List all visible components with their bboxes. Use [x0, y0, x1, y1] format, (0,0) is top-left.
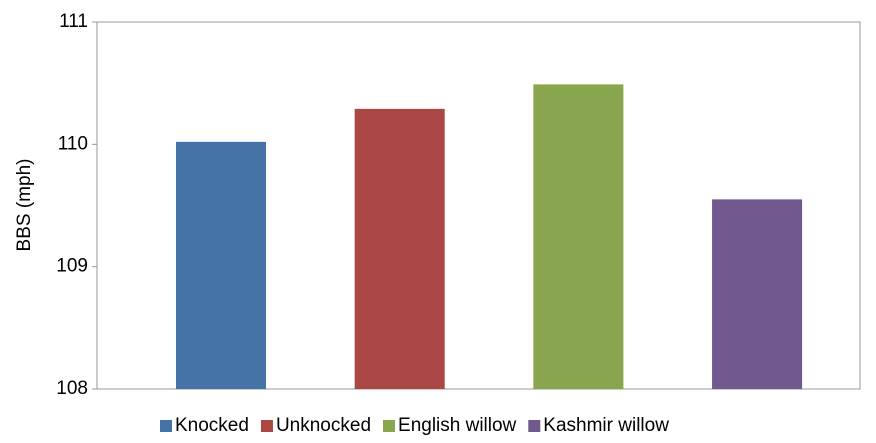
bar	[533, 84, 624, 389]
y-tick-label: 109	[56, 256, 88, 277]
y-axis-label: BBS (mph)	[14, 159, 35, 252]
legend-swatch	[160, 420, 172, 432]
legend-label: English willow	[398, 415, 517, 436]
legend-label: Knocked	[175, 415, 249, 436]
legend-swatch	[528, 420, 541, 432]
y-tick-label: 108	[56, 378, 88, 399]
legend-swatch	[383, 420, 396, 432]
legend-label: Kashmir willow	[543, 415, 669, 436]
bar	[354, 108, 445, 390]
bar	[712, 199, 803, 389]
y-tick-label: 110	[58, 133, 88, 154]
legend-swatch	[260, 420, 273, 432]
y-tick-label: 111	[59, 11, 88, 32]
legend-label: Unknocked	[276, 415, 371, 436]
bar	[175, 141, 267, 389]
